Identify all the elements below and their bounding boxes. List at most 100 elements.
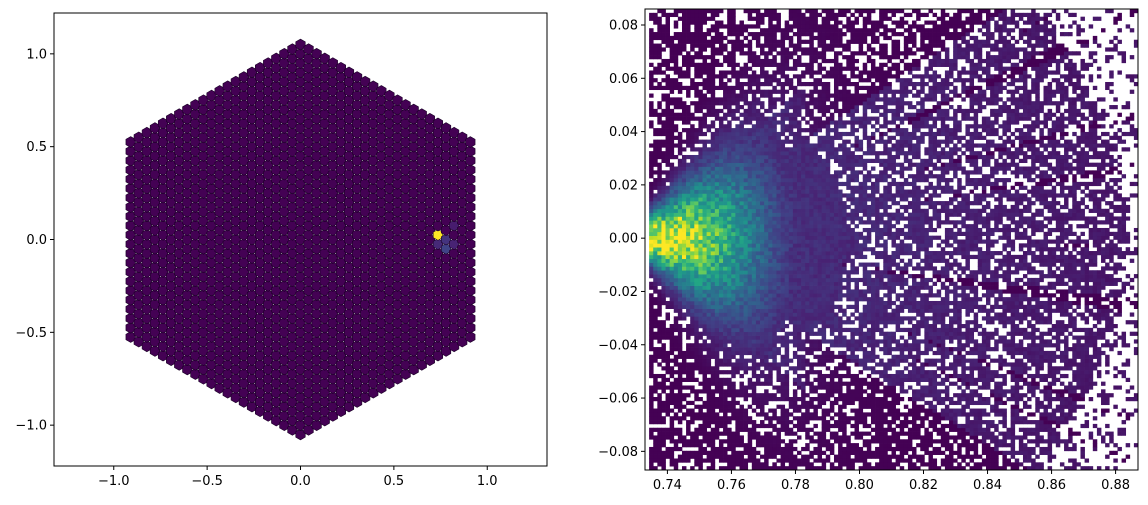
heatmap-cell [653, 331, 658, 336]
heatmap-cell [768, 254, 773, 260]
heatmap-cell [792, 154, 798, 160]
heatmap-cell [751, 304, 757, 309]
heatmap-cell [743, 262, 749, 267]
heatmap-cell [755, 466, 761, 470]
heatmap-cell [772, 393, 777, 398]
heatmap-cell [657, 254, 662, 260]
heatmap-cell [694, 89, 699, 94]
heatmap-cell [751, 247, 757, 252]
camera-pixel [465, 173, 476, 185]
heatmap-cell [677, 377, 683, 382]
heatmap-cell [694, 304, 699, 309]
heatmap-cell [747, 147, 753, 152]
heatmap-cell [698, 131, 703, 137]
heatmap-cell [788, 397, 794, 402]
heatmap-cell [772, 274, 777, 279]
heatmap-cell [772, 343, 777, 348]
heatmap-cell [731, 208, 736, 213]
heatmap-cell [649, 312, 654, 317]
heatmap-cell [698, 227, 703, 233]
heatmap-cell [755, 277, 761, 283]
heatmap-cell [788, 170, 794, 175]
heatmap-cell [743, 347, 749, 352]
heatmap-cell [751, 300, 757, 306]
heatmap-cell [788, 366, 794, 371]
heatmap-cell [747, 154, 753, 160]
heatmap-cell [739, 347, 744, 352]
heatmap-cell [755, 423, 761, 429]
heatmap-cell [718, 116, 724, 121]
heatmap-cell [776, 262, 781, 267]
heatmap-cell [718, 324, 724, 329]
heatmap-cell [731, 450, 736, 455]
heatmap-cell [690, 112, 695, 117]
heatmap-cell [727, 197, 732, 202]
heatmap-cell [784, 58, 790, 64]
heatmap-cell [677, 454, 683, 459]
heatmap-cell [731, 435, 736, 440]
heatmap-cell [747, 158, 753, 164]
heatmap-cell [768, 20, 773, 25]
heatmap-cell [755, 262, 761, 267]
heatmap-cell [714, 208, 720, 213]
heatmap-cell [710, 389, 716, 394]
heatmap-cell [657, 454, 662, 459]
heatmap-cell [727, 51, 732, 56]
heatmap-cell [780, 266, 786, 271]
heatmap-cell [694, 324, 699, 329]
heatmap-cell [681, 458, 687, 463]
heatmap-cell [764, 170, 769, 175]
heatmap-cell [768, 39, 773, 44]
heatmap-cell [764, 412, 769, 417]
heatmap-cell [706, 128, 712, 133]
heatmap-cell [661, 420, 666, 425]
heatmap-cell [727, 224, 732, 229]
heatmap-cell [751, 97, 757, 102]
heatmap-cell [657, 55, 662, 60]
heatmap-cell [710, 62, 716, 67]
heatmap-cell [792, 131, 798, 137]
heatmap-cell [714, 12, 720, 18]
heatmap-cell [661, 381, 666, 386]
heatmap-cell [780, 97, 786, 102]
heatmap-cell [755, 143, 761, 148]
heatmap-cell [665, 316, 670, 321]
heatmap-cell [723, 423, 728, 429]
heatmap-cell [690, 370, 695, 375]
heatmap-cell [681, 43, 687, 48]
heatmap-cell [788, 454, 794, 459]
heatmap-cell [731, 97, 736, 102]
heatmap-cell [760, 58, 765, 64]
heatmap-cell [669, 174, 675, 179]
heatmap-cell [747, 66, 753, 71]
heatmap-cell [784, 397, 790, 402]
heatmap-cell [677, 170, 683, 175]
heatmap-cell [714, 331, 720, 336]
heatmap-cell [681, 128, 687, 133]
heatmap-cell [772, 105, 777, 110]
camera-pixel [465, 191, 476, 204]
heatmap-cell [706, 101, 712, 106]
heatmap-cell [653, 201, 658, 206]
heatmap-cell [702, 370, 707, 375]
heatmap-cell [681, 247, 687, 252]
heatmap-cell [731, 416, 736, 421]
heatmap-cell [747, 366, 753, 371]
heatmap-cell [731, 462, 736, 467]
heatmap-cell [718, 331, 724, 336]
heatmap-cell [747, 431, 753, 436]
heatmap-cell [768, 89, 773, 94]
heatmap-cell [731, 16, 736, 21]
heatmap-cell [751, 231, 757, 237]
heatmap-cell [702, 174, 707, 179]
heatmap-cell [739, 427, 744, 432]
heatmap-cell [723, 93, 728, 98]
heatmap-cell [718, 124, 724, 129]
heatmap-cell [727, 178, 732, 183]
heatmap-cell [792, 105, 798, 110]
heatmap-cell [747, 274, 753, 279]
heatmap-cell [780, 408, 786, 413]
heatmap-cell [743, 443, 749, 448]
heatmap-cell [702, 416, 707, 421]
heatmap-cell [649, 181, 654, 187]
